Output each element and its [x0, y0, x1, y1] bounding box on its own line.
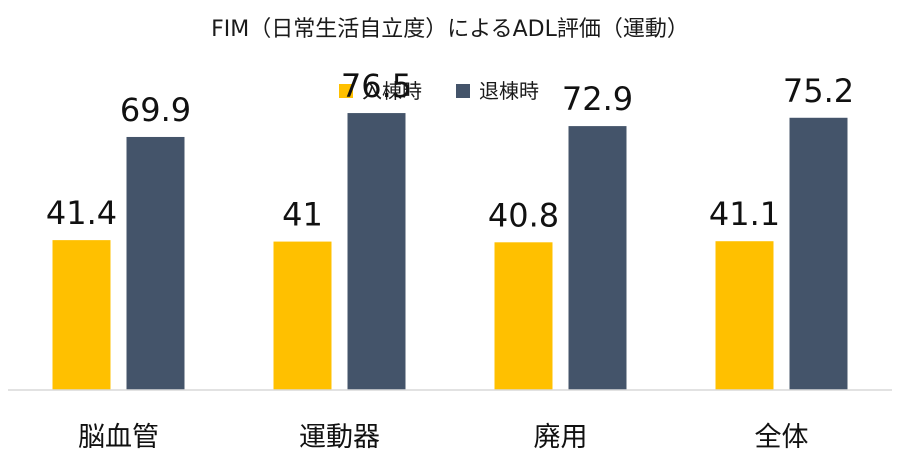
bar-2-1 [273, 241, 332, 390]
chart-title: FIM（日常生活自立度）によるADL評価（運動） [211, 17, 689, 42]
value-label-3-1: 40.8 [488, 196, 559, 234]
bar-2-2 [347, 113, 406, 390]
value-labels: 41.4 69.9 41 76.5 40.8 72.9 41.1 75.2 [46, 67, 854, 234]
category-labels: 脳血管 運動器 廃用 全体 [78, 422, 809, 453]
bar-4-1 [715, 241, 774, 390]
value-label-1-2: 69.9 [120, 91, 191, 129]
value-label-2-2: 76.5 [341, 67, 412, 105]
value-label-3-2: 72.9 [562, 80, 633, 118]
category-label-2: 運動器 [299, 422, 380, 453]
bar-4-2 [789, 117, 848, 390]
value-label-2-1: 41 [282, 196, 323, 234]
legend-label-1: 入棟時 [362, 79, 422, 103]
legend-label-2: 退棟時 [479, 79, 539, 103]
bar-1-1 [52, 240, 111, 390]
category-label-4: 全体 [755, 422, 809, 453]
value-label-1-1: 41.4 [46, 194, 117, 232]
value-label-4-2: 75.2 [783, 72, 854, 110]
category-label-1: 脳血管 [78, 422, 159, 453]
legend-swatch-1 [339, 84, 353, 98]
legend-swatch-2 [456, 84, 470, 98]
bar-1-2 [126, 136, 185, 390]
legend: 入棟時 退棟時 [339, 79, 539, 103]
category-label-3: 廃用 [534, 422, 588, 453]
value-label-4-1: 41.1 [709, 195, 780, 233]
bar-3-2 [568, 126, 627, 391]
bars [52, 113, 848, 391]
bar-3-1 [494, 242, 553, 390]
